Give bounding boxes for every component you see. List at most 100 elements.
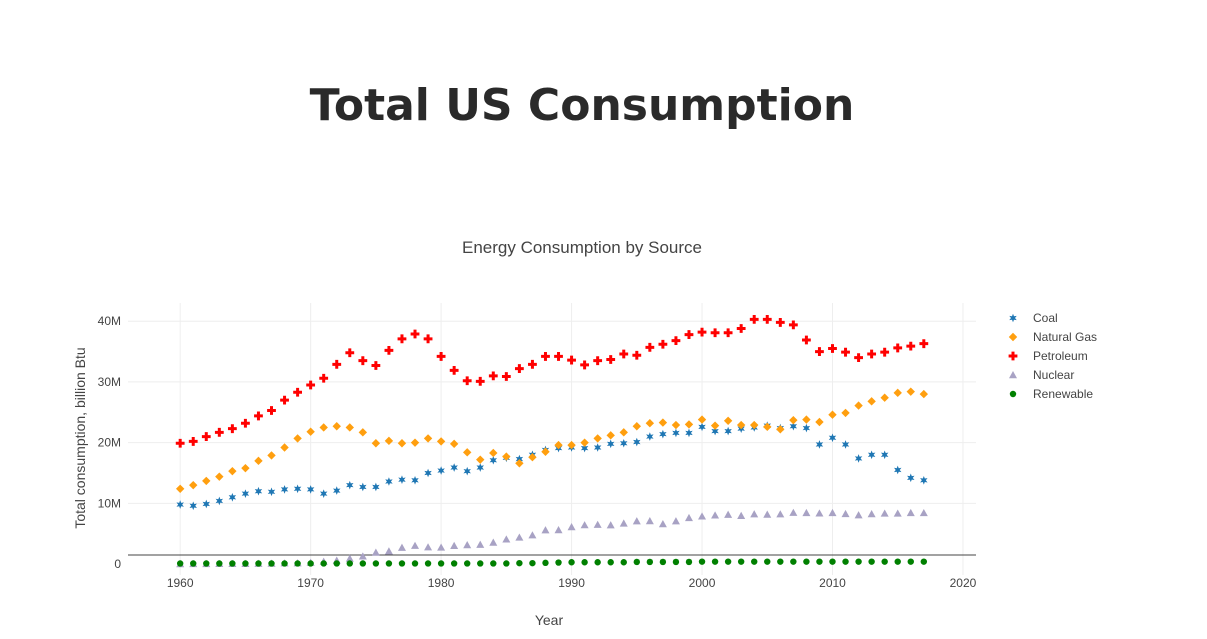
point-nuclear <box>815 509 824 517</box>
point-natural-gas <box>254 456 263 466</box>
legend-item-natural-gas[interactable]: Natural Gas <box>1008 330 1097 344</box>
legend-item-coal[interactable]: Coal <box>1009 311 1058 325</box>
point-petroleum <box>293 387 302 397</box>
y-tick-label: 30M <box>98 375 121 389</box>
point-coal <box>685 428 693 438</box>
point-petroleum <box>554 352 563 361</box>
y-tick-label: 40M <box>98 314 121 328</box>
point-renewable <box>477 560 484 567</box>
x-axis-label: Year <box>535 612 564 628</box>
point-renewable <box>450 560 458 567</box>
point-renewable <box>685 558 693 566</box>
point-renewable <box>490 560 497 567</box>
point-nuclear <box>489 538 498 546</box>
point-natural-gas <box>554 440 563 450</box>
legend[interactable]: Coal Natural Gas Petroleum Nuclear Renewable <box>1008 311 1097 401</box>
point-petroleum <box>906 341 916 351</box>
point-renewable <box>529 559 536 567</box>
point-nuclear <box>750 510 759 518</box>
point-nuclear <box>437 543 446 551</box>
point-nuclear <box>763 510 772 518</box>
point-renewable <box>829 558 836 565</box>
point-coal <box>424 468 432 478</box>
point-nuclear <box>802 508 811 517</box>
point-natural-gas <box>215 472 224 481</box>
point-natural-gas <box>476 455 485 464</box>
point-petroleum <box>919 339 929 349</box>
point-natural-gas <box>723 416 733 425</box>
point-renewable <box>229 560 236 567</box>
point-petroleum <box>697 327 707 337</box>
point-petroleum <box>684 330 694 339</box>
point-coal <box>189 501 197 511</box>
point-nuclear <box>776 510 785 518</box>
point-natural-gas <box>645 419 655 428</box>
point-coal <box>411 475 419 485</box>
point-coal <box>228 492 237 502</box>
point-coal <box>593 443 602 452</box>
point-petroleum <box>749 314 759 324</box>
point-petroleum <box>358 356 368 366</box>
point-natural-gas <box>802 415 811 424</box>
point-natural-gas <box>293 434 302 443</box>
data-points <box>175 314 929 568</box>
point-natural-gas <box>384 436 394 446</box>
point-coal <box>620 438 628 448</box>
point-nuclear <box>880 509 889 517</box>
point-renewable <box>894 558 901 565</box>
point-coal <box>333 486 341 495</box>
point-renewable <box>751 558 758 565</box>
point-renewable <box>190 560 197 567</box>
point-renewable <box>372 560 380 567</box>
chart-title: Energy Consumption by Source <box>462 238 702 257</box>
point-natural-gas <box>267 451 276 460</box>
point-petroleum <box>567 355 576 365</box>
point-coal <box>241 489 250 498</box>
point-petroleum <box>254 411 263 421</box>
point-natural-gas <box>397 439 407 448</box>
point-renewable <box>777 558 784 565</box>
point-petroleum <box>619 349 629 359</box>
point-coal <box>646 432 654 441</box>
point-natural-gas <box>736 420 746 430</box>
point-renewable <box>398 560 406 567</box>
point-natural-gas <box>632 422 641 431</box>
point-petroleum <box>436 352 446 361</box>
point-natural-gas <box>919 389 929 399</box>
point-petroleum <box>802 335 811 345</box>
point-petroleum <box>332 359 342 369</box>
point-natural-gas <box>515 459 524 468</box>
point-nuclear <box>515 533 524 541</box>
point-nuclear <box>893 509 902 517</box>
point-petroleum <box>319 373 329 383</box>
legend-item-petroleum[interactable]: Petroleum <box>1008 349 1088 363</box>
point-natural-gas <box>541 447 550 456</box>
y-tick-label: 0 <box>114 557 121 571</box>
point-coal <box>907 473 915 483</box>
point-renewable <box>359 560 367 567</box>
point-petroleum <box>227 424 237 434</box>
point-renewable <box>842 558 849 565</box>
point-nuclear <box>411 541 420 549</box>
point-natural-gas <box>710 421 720 430</box>
point-natural-gas <box>854 401 863 410</box>
point-petroleum <box>188 437 198 446</box>
point-natural-gas <box>671 420 681 430</box>
legend-item-nuclear[interactable]: Nuclear <box>1009 368 1074 382</box>
legend-label: Nuclear <box>1033 368 1074 382</box>
legend-item-renewable[interactable]: Renewable <box>1009 387 1094 401</box>
point-coal <box>306 485 315 494</box>
point-renewable <box>203 560 210 567</box>
point-renewable <box>646 558 654 566</box>
y-axis-label: Total consumption, billion Btu <box>72 347 88 528</box>
point-coal <box>867 450 876 460</box>
point-nuclear <box>919 508 928 517</box>
point-renewable <box>907 558 914 565</box>
point-petroleum <box>828 344 837 353</box>
point-natural-gas <box>436 437 446 446</box>
point-natural-gas <box>332 422 341 431</box>
point-petroleum <box>280 395 289 405</box>
point-natural-gas <box>619 428 628 437</box>
point-coal <box>841 440 850 449</box>
point-petroleum <box>762 314 772 324</box>
